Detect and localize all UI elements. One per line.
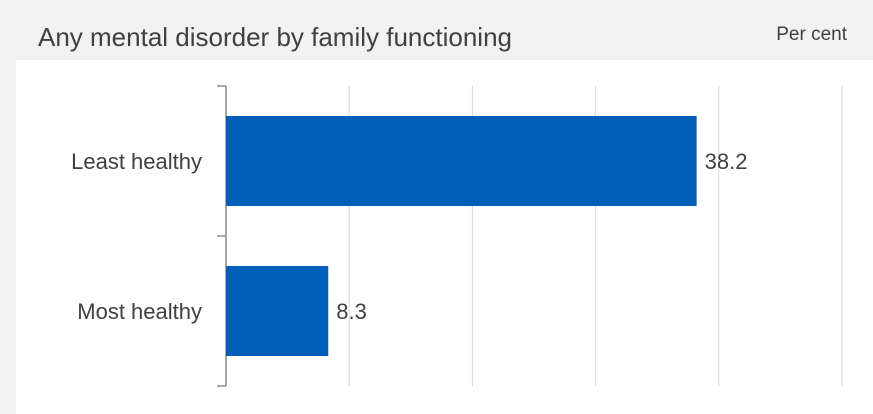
- category-label: Most healthy: [77, 299, 202, 324]
- bar: [226, 116, 697, 206]
- value-label: 8.3: [336, 299, 367, 324]
- category-label: Least healthy: [71, 149, 202, 174]
- unit-label: Per cent: [776, 24, 847, 45]
- bar: [226, 266, 329, 356]
- chart-title: Any mental disorder by family functionin…: [38, 22, 513, 52]
- value-label: 38.2: [705, 149, 748, 174]
